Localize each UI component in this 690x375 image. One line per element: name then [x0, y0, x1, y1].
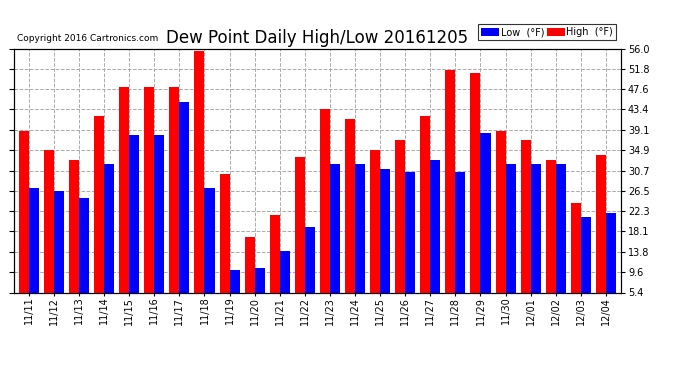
Bar [531, 164, 541, 292]
Bar [320, 109, 330, 292]
Bar [370, 150, 380, 292]
Bar [506, 164, 515, 292]
Bar [245, 237, 255, 292]
Bar [581, 217, 591, 292]
Bar [330, 164, 340, 292]
Bar [380, 169, 390, 292]
Bar [305, 227, 315, 292]
Bar [69, 159, 79, 292]
Title: Dew Point Daily High/Low 20161205: Dew Point Daily High/Low 20161205 [166, 29, 469, 47]
Bar [230, 270, 239, 292]
Bar [94, 116, 104, 292]
Bar [104, 164, 114, 292]
Bar [606, 213, 616, 292]
Bar [29, 189, 39, 292]
Bar [155, 135, 164, 292]
Bar [345, 118, 355, 292]
Bar [395, 140, 405, 292]
Bar [19, 130, 29, 292]
Bar [571, 203, 581, 292]
Bar [596, 155, 606, 292]
Bar [279, 251, 290, 292]
Bar [255, 268, 265, 292]
Bar [54, 191, 64, 292]
Bar [546, 159, 555, 292]
Bar [144, 87, 155, 292]
Legend: Low  (°F), High  (°F): Low (°F), High (°F) [478, 24, 616, 40]
Bar [295, 157, 305, 292]
Bar [405, 172, 415, 292]
Bar [44, 150, 54, 292]
Text: Copyright 2016 Cartronics.com: Copyright 2016 Cartronics.com [17, 34, 158, 43]
Bar [420, 116, 431, 292]
Bar [129, 135, 139, 292]
Bar [455, 172, 466, 292]
Bar [495, 130, 506, 292]
Bar [555, 164, 566, 292]
Bar [79, 198, 89, 292]
Bar [445, 70, 455, 292]
Bar [270, 215, 279, 292]
Bar [431, 159, 440, 292]
Bar [195, 51, 204, 292]
Bar [169, 87, 179, 292]
Bar [355, 164, 365, 292]
Bar [204, 189, 215, 292]
Bar [119, 87, 129, 292]
Bar [521, 140, 531, 292]
Bar [179, 102, 190, 292]
Bar [471, 73, 480, 292]
Bar [219, 174, 230, 292]
Bar [480, 133, 491, 292]
